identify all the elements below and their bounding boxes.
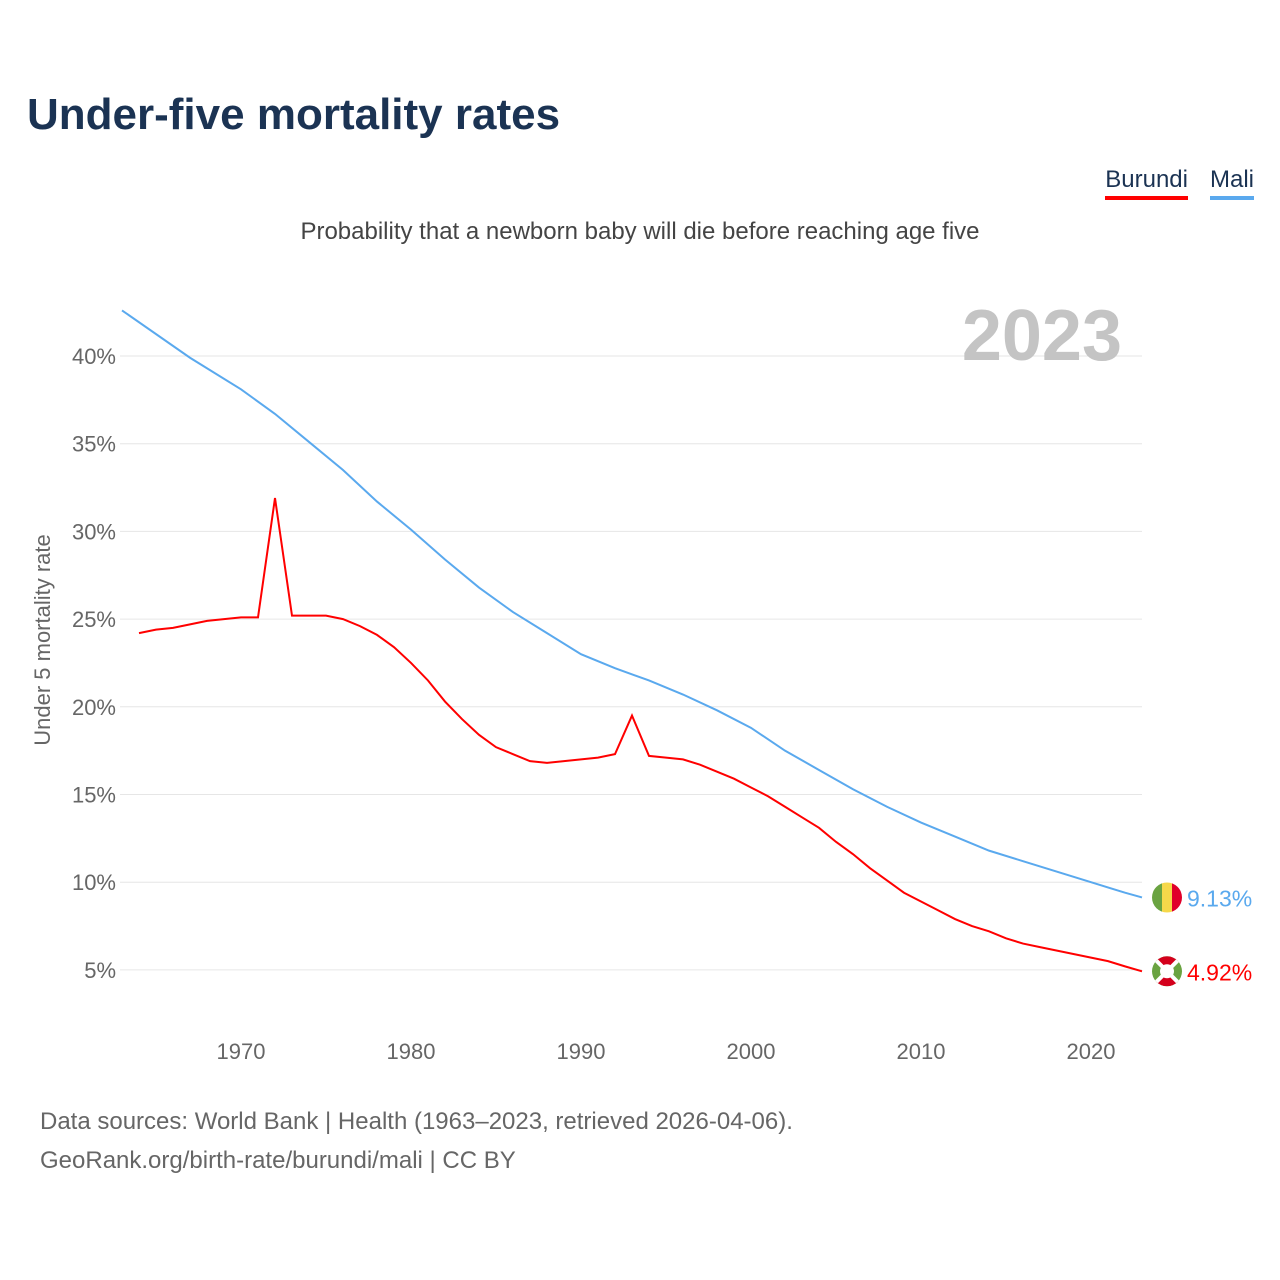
flag-disc [1160, 964, 1174, 979]
y-tick-label: 40% [72, 344, 116, 369]
y-tick-label: 10% [72, 870, 116, 895]
chart-title: Under-five mortality rates [27, 90, 561, 139]
legend: Burundi Mali [1105, 166, 1254, 200]
footer-source: Data sources: World Bank | Health (1963–… [40, 1108, 793, 1135]
y-tick-label: 5% [84, 958, 116, 983]
legend-mali[interactable]: Mali [1209, 166, 1254, 200]
series-line-burundi [138, 497, 1143, 973]
y-tick-label: 30% [72, 519, 116, 544]
flag-stripe [1172, 882, 1182, 913]
year-watermark: 2023 [962, 296, 1122, 376]
series-line-mali [121, 309, 1143, 899]
y-tick-label: 35% [72, 432, 116, 457]
legend-burundi[interactable]: Burundi [1105, 166, 1188, 200]
x-tick-label: 1990 [557, 1039, 606, 1064]
x-tick-label: 2020 [1067, 1039, 1116, 1064]
y-tick-label: 20% [72, 695, 116, 720]
flag-stripe [1162, 882, 1172, 913]
chart-subtitle: Probability that a newborn baby will die… [300, 218, 980, 245]
flag-stripe [1152, 882, 1162, 913]
y-axis-label: Under 5 mortality rate [30, 534, 55, 746]
y-tick-label: 15% [72, 783, 116, 808]
footer-link[interactable]: GeoRank.org/birth-rate/burundi/mali | CC… [40, 1147, 516, 1174]
end-value-label: 9.13% [1187, 885, 1252, 911]
x-tick-label: 2010 [897, 1039, 946, 1064]
x-tick-label: 2000 [727, 1039, 776, 1064]
x-tick-label: 1980 [387, 1039, 436, 1064]
end-value-label: 4.92% [1187, 959, 1252, 985]
y-tick-label: 25% [72, 607, 116, 632]
x-tick-label: 1970 [217, 1039, 266, 1064]
